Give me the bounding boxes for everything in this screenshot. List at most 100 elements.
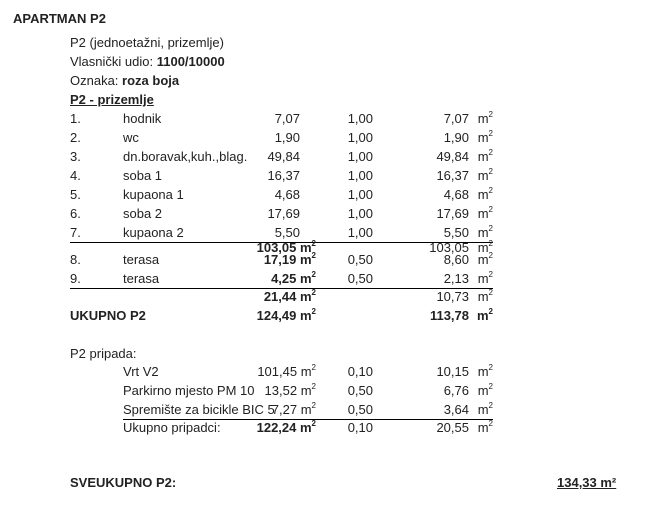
unit-label: m2 xyxy=(477,167,493,184)
marking: Oznaka: roza boja xyxy=(70,73,179,89)
row-area: 1,90 xyxy=(274,130,300,145)
row-value: 5,50 xyxy=(443,225,469,240)
unit-label: m2 xyxy=(477,382,493,399)
row-value: 3,64 xyxy=(443,402,469,417)
row-value: 1,90 xyxy=(443,130,469,145)
unit-label: m2 xyxy=(477,110,493,127)
row-factor: 1,00 xyxy=(347,130,373,145)
area-value: 7,27 xyxy=(271,402,298,417)
row-number: 4. xyxy=(70,168,81,183)
row-name: kupaona 2 xyxy=(123,225,184,240)
mark-value: roza boja xyxy=(122,73,180,88)
table-row: 7. kupaona 2 5,50 1,00 5,50 m2 xyxy=(70,224,493,243)
row-name: dn.boravak,kuh.,blag. xyxy=(123,149,248,164)
row-number: 9. xyxy=(70,271,81,286)
row-name: wc xyxy=(123,130,139,145)
row-area: 124,49 m2 xyxy=(256,307,316,324)
row-area: 13,52 m2 xyxy=(264,382,316,399)
share-label: Vlasnički udio: xyxy=(70,54,157,69)
unit-label: m2 xyxy=(477,401,493,418)
area-value: 124,49 xyxy=(256,308,297,323)
row-area: 16,37 xyxy=(267,168,300,183)
table-row: 4. soba 1 16,37 1,00 16,37 m2 xyxy=(70,168,493,184)
row-name: kupaona 1 xyxy=(123,187,184,202)
area-value: 13,52 xyxy=(264,383,298,398)
row-area: 103,05 m2 xyxy=(256,239,316,256)
table-row: 9. terasa 4,25 m2 0,50 2,13 m2 xyxy=(70,270,493,289)
table-row: 2. wc 1,90 1,00 1,90 m2 xyxy=(70,130,493,146)
row-number: UKUPNO P2 xyxy=(70,308,146,323)
row-name: Spremište za bicikle BIC 5 xyxy=(123,402,275,417)
unit-label: m2 xyxy=(477,186,493,203)
row-number: 6. xyxy=(70,206,81,221)
unit-label: m2 xyxy=(477,224,493,241)
row-factor: 0,50 xyxy=(347,402,373,417)
row-number: 5. xyxy=(70,187,81,202)
area-value: 4,25 xyxy=(271,271,297,286)
row-number: 3. xyxy=(70,149,81,164)
row-number: 2. xyxy=(70,130,81,145)
row-name: Parkirno mjesto PM 10 xyxy=(123,383,255,398)
row-factor: 0,50 xyxy=(347,383,373,398)
row-factor: 0,50 xyxy=(347,271,373,286)
row-area: 5,50 xyxy=(274,225,300,240)
table-row: UKUPNO P2 124,49 m2 113,78 m2 xyxy=(70,308,493,324)
row-value: 17,69 xyxy=(436,206,469,221)
grand-total-value: 134,33 m² xyxy=(557,475,617,490)
row-name: Vrt V2 xyxy=(123,364,159,379)
row-area: 7,07 xyxy=(274,111,300,126)
row-factor: 0,50 xyxy=(347,252,373,267)
row-name: Ukupno pripadci: xyxy=(123,420,221,435)
unit-label: m2 xyxy=(477,129,493,146)
grand-total-label: SVEUKUPNO P2: xyxy=(70,475,177,490)
table-row: 103,05 m2 103,05 m2 xyxy=(70,240,493,256)
table-row: Parkirno mjesto PM 10 13,52 m2 0,50 6,76 m2 xyxy=(70,383,493,399)
section-heading: P2 - prizemlje xyxy=(70,92,154,107)
unit-label: m2 xyxy=(476,307,493,324)
document-title: APARTMAN P2 xyxy=(13,11,106,26)
row-area: 49,84 xyxy=(267,149,300,164)
ownership-share: Vlasnički udio: 1100/10000 xyxy=(70,54,225,70)
table-row: Ukupno pripadci: 122,24 m2 0,10 20,55 m2 xyxy=(70,420,493,436)
unit-label: m2 xyxy=(477,239,493,256)
row-factor: 1,00 xyxy=(347,168,373,183)
row-value: 16,37 xyxy=(436,168,469,183)
row-area: 17,19 m2 xyxy=(263,251,316,268)
subtitle: P2 (jednoetažni, prizemlje) xyxy=(70,35,224,50)
row-value: 4,68 xyxy=(443,187,469,202)
unit-label: m2 xyxy=(477,288,493,305)
unit-label: m2 xyxy=(477,270,493,287)
row-value: 20,55 xyxy=(436,420,469,435)
row-value: 8,60 xyxy=(443,252,469,267)
unit-label: m2 xyxy=(477,205,493,222)
unit-label: m2 xyxy=(477,419,493,436)
table-row: P2 pripada: xyxy=(70,346,493,362)
row-value: 113,78 xyxy=(429,308,469,323)
row-area: 122,24 m2 xyxy=(256,419,316,436)
row-name: soba 2 xyxy=(123,206,163,221)
row-factor: 1,00 xyxy=(347,187,373,202)
row-name: soba 1 xyxy=(123,168,163,183)
row-area: 21,44 m2 xyxy=(263,288,316,305)
table-row: 3. dn.boravak,kuh.,blag. 49,84 1,00 49,84 m2 xyxy=(70,149,493,165)
row-value: 7,07 xyxy=(443,111,469,126)
row-value: 6,76 xyxy=(443,383,469,398)
table-row: Vrt V2 101,45 m2 0,10 10,15 m2 xyxy=(70,364,493,380)
area-value: 21,44 xyxy=(263,289,297,304)
mark-label: Oznaka: xyxy=(70,73,123,88)
row-factor: 1,00 xyxy=(347,149,373,164)
row-value: 103,05 xyxy=(429,240,469,255)
table-row: 21,44 m2 10,73 m2 xyxy=(70,289,493,305)
unit-label: m2 xyxy=(477,148,493,165)
row-value: 10,73 xyxy=(436,289,469,304)
area-value: 17,19 xyxy=(263,252,297,267)
row-factor: 0,10 xyxy=(347,420,373,435)
unit-label: m2 xyxy=(477,363,493,380)
table-row: Spremište za bicikle BIC 5 7,27 m2 0,50 3,6… xyxy=(70,401,493,420)
row-factor: 1,00 xyxy=(347,206,373,221)
unit-label: m2 xyxy=(477,251,493,268)
row-factor: 1,00 xyxy=(347,111,373,126)
row-area: 7,27 m2 xyxy=(271,401,316,418)
share-value: 1100/10000 xyxy=(156,54,225,69)
row-value: 10,15 xyxy=(436,364,469,379)
